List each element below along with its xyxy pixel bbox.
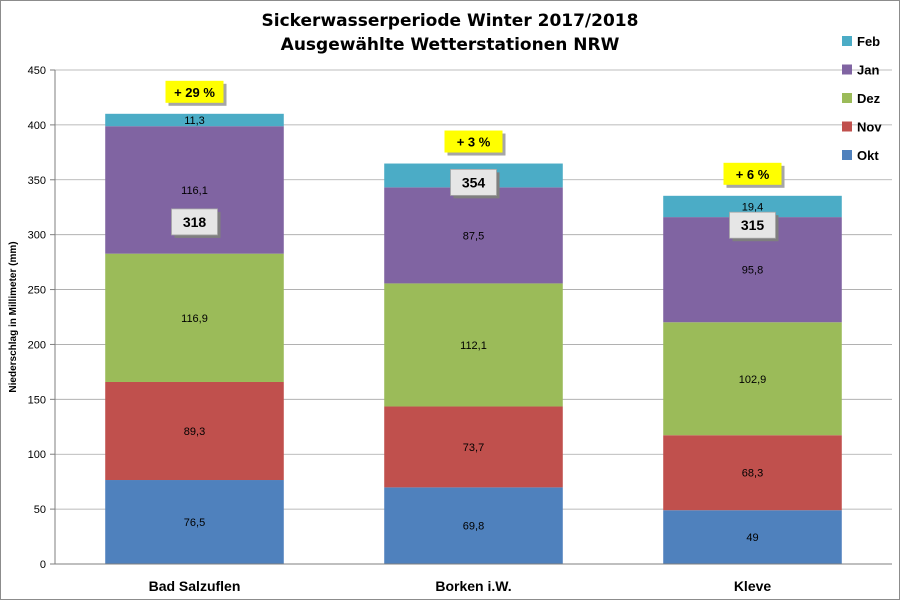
x-tick-label-borken-i-w: Borken i.W. [435, 578, 511, 594]
bar-kleve-nov [663, 435, 842, 511]
legend-swatch-okt [842, 150, 852, 160]
legend-label-dez: Dez [857, 91, 881, 106]
data-label-bad-salzuflen-feb: 11,3 [184, 115, 205, 127]
percent-change-badge-bad-salzuflen: + 29 % [165, 80, 227, 106]
data-label-kleve-nov: 68,3 [742, 468, 763, 480]
percent-change-label-borken-i-w: + 3 % [457, 135, 491, 150]
y-tick-label-100: 100 [28, 449, 46, 461]
data-label-borken-i-w-jan: 87,5 [463, 230, 484, 242]
legend-swatch-feb [842, 36, 852, 46]
chart-title: Sickerwasserperiode Winter 2017/2018 [262, 11, 639, 31]
total-badge-box [171, 208, 218, 236]
legend-label-feb: Feb [857, 34, 880, 49]
y-tick-label-350: 350 [28, 175, 46, 187]
legend-swatch-jan [842, 64, 852, 75]
y-tick-label-400: 400 [28, 120, 46, 132]
data-label-borken-i-w-okt: 69,8 [463, 521, 484, 533]
bar-bad-salzuflen-feb [105, 113, 284, 127]
y-tick-label-0: 0 [40, 559, 46, 571]
data-label-borken-i-w-dez: 112,1 [460, 340, 487, 352]
bars [105, 113, 842, 564]
percent-badge-box [723, 162, 782, 185]
legend-swatch-dez [842, 93, 852, 103]
data-label-borken-i-w-nov: 73,7 [463, 442, 484, 454]
reference-total-badge-borken-i-w: 354 [450, 168, 500, 199]
percent-change-badge-borken-i-w: + 3 % [444, 130, 506, 156]
y-tick-label-200: 200 [28, 339, 46, 351]
x-tick-label-kleve: Kleve [734, 578, 772, 594]
data-label-kleve-okt: 49 [746, 532, 758, 544]
bar-kleve-dez [663, 322, 842, 436]
data-label-kleve-dez: 102,9 [739, 374, 767, 386]
y-axis-label: Niederschlag in Millimeter (mm) [8, 241, 19, 392]
reference-total-label-borken-i-w: 354 [462, 174, 486, 190]
reference-total-badge-bad-salzuflen: 318 [171, 208, 221, 238]
percent-change-label-kleve: + 6 % [736, 167, 770, 182]
y-tick-label-450: 450 [28, 65, 46, 77]
bar-bad-salzuflen-dez [105, 253, 284, 382]
reference-total-label-bad-salzuflen: 318 [183, 214, 207, 230]
data-label-bad-salzuflen-nov: 89,3 [184, 426, 205, 438]
data-label-kleve-feb: 19,4 [742, 201, 763, 213]
percent-change-label-bad-salzuflen: + 29 % [174, 85, 215, 100]
bar-borken-i-w-okt [384, 487, 563, 564]
bar-borken-i-w-jan [384, 187, 563, 284]
data-label-bad-salzuflen-dez: 116,9 [181, 313, 208, 325]
legend: Feb Jan Dez Nov Okt [842, 34, 882, 163]
axes: 0 50 100 150 200 250 300 350 400 450 Bad Salzuflen… [28, 65, 892, 594]
legend-label-nov: Nov [857, 120, 882, 135]
total-badge-box [450, 168, 497, 196]
y-tick-label-250: 250 [28, 285, 46, 297]
percent-badge-box [165, 80, 224, 103]
percent-change-badge-kleve: + 6 % [723, 162, 785, 188]
x-tick-label-bad-salzuflen: Bad Salzuflen [149, 578, 241, 594]
legend-label-jan: Jan [857, 63, 879, 78]
reference-total-label-kleve: 315 [741, 217, 765, 233]
reference-total-badge-kleve: 315 [729, 211, 779, 242]
annotations: + 29 % 318 + 3 % 354 + 6 % 315 [165, 80, 785, 242]
data-label-bad-salzuflen-jan: 116,1 [181, 185, 208, 197]
bar-kleve-feb [663, 195, 842, 218]
y-tick-label-50: 50 [34, 504, 46, 516]
bar-borken-i-w-nov [384, 406, 563, 488]
bar-borken-i-w-dez [384, 283, 563, 407]
bar-kleve-okt [663, 510, 842, 564]
legend-swatch-nov [842, 121, 852, 132]
bar-bad-salzuflen-okt [105, 480, 284, 564]
bar-bad-salzuflen-nov [105, 381, 284, 481]
data-label-kleve-jan: 95,8 [742, 265, 763, 277]
total-badge-box [729, 211, 776, 239]
legend-label-okt: Okt [857, 148, 879, 163]
data-label-bad-salzuflen-okt: 76,5 [184, 517, 205, 529]
y-tick-label-300: 300 [28, 230, 46, 242]
chart-subtitle: Ausgewählte Wetterstationen NRW [281, 35, 620, 55]
y-tick-label-150: 150 [28, 394, 46, 406]
percent-badge-box [444, 130, 503, 153]
